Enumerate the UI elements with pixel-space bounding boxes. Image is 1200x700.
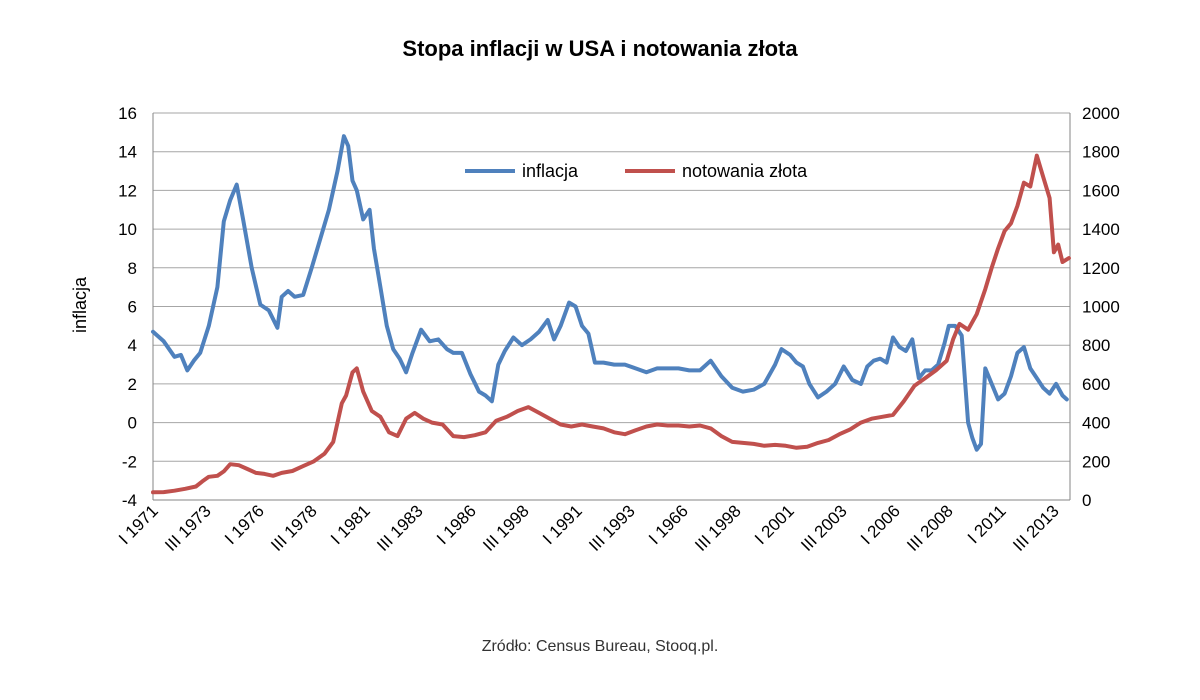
y-tick-label-right: 1800: [1082, 143, 1120, 162]
y-tick-label-left: 12: [118, 181, 137, 200]
x-tick-label: III 1973: [161, 501, 215, 555]
x-tick-label: III 1998: [691, 501, 745, 555]
y-tick-label-left: 10: [118, 220, 137, 239]
x-tick-label: I 1976: [221, 501, 268, 548]
gridlines: [153, 112, 1070, 501]
y-axis-label-left: inflacja: [70, 276, 90, 333]
source-note: Zródło: Census Bureau, Stooq.pl.: [481, 638, 719, 655]
chart-title: Stopa inflacji w USA i notowania złota: [402, 36, 798, 61]
x-tick-label: III 1983: [373, 501, 427, 555]
y-tick-label-right: 2000: [1082, 104, 1120, 123]
x-tick-label: III 2013: [1009, 501, 1063, 555]
y-tick-label-left: 0: [128, 414, 137, 433]
x-tick-label: I 2011: [964, 501, 1010, 547]
x-tick-label: I 1981: [327, 501, 374, 548]
y-tick-label-right: 1200: [1082, 259, 1120, 278]
y-tick-label-right: 1600: [1082, 181, 1120, 200]
y-tick-label-right: 200: [1082, 452, 1110, 471]
series-line-inflacja: [151, 134, 1069, 452]
x-tick-label: III 2003: [797, 501, 851, 555]
x-tick-label: III 1978: [267, 501, 321, 555]
y-tick-label-right: 400: [1082, 414, 1110, 433]
x-tick-label: I 1991: [539, 501, 586, 548]
y-tick-label-right: 800: [1082, 336, 1110, 355]
y-tick-label-left: 14: [118, 143, 137, 162]
y-tick-label-left: 16: [118, 104, 137, 123]
y-tick-label-left: 8: [128, 259, 137, 278]
x-tick-label: I 2001: [751, 501, 798, 548]
legend-label-gold: notowania złota: [682, 161, 808, 181]
y-tick-label-right: 1400: [1082, 220, 1120, 239]
y-tick-label-left: -2: [122, 452, 137, 471]
y-tick-label-right: 600: [1082, 375, 1110, 394]
legend: inflacja notowania złota: [465, 161, 808, 181]
x-tick-label: I 2006: [857, 501, 904, 548]
series-line-gold: [151, 153, 1071, 495]
x-tick-label: I 1966: [645, 501, 692, 548]
y-tick-label-left: -4: [122, 491, 137, 510]
y-tick-label-left: 6: [128, 298, 137, 317]
x-tick-label: III 1998: [479, 501, 533, 555]
x-tick-label: III 1993: [585, 501, 639, 555]
y-tick-label-left: 4: [128, 336, 137, 355]
legend-label-inflacja: inflacja: [522, 161, 579, 181]
series-lines: [151, 134, 1071, 495]
y-tick-label-left: 2: [128, 375, 137, 394]
y-tick-label-right: 1000: [1082, 298, 1120, 317]
y-tick-label-right: 0: [1082, 491, 1091, 510]
x-tick-label: III 2008: [903, 501, 957, 555]
x-tick-label: I 1986: [433, 501, 480, 548]
